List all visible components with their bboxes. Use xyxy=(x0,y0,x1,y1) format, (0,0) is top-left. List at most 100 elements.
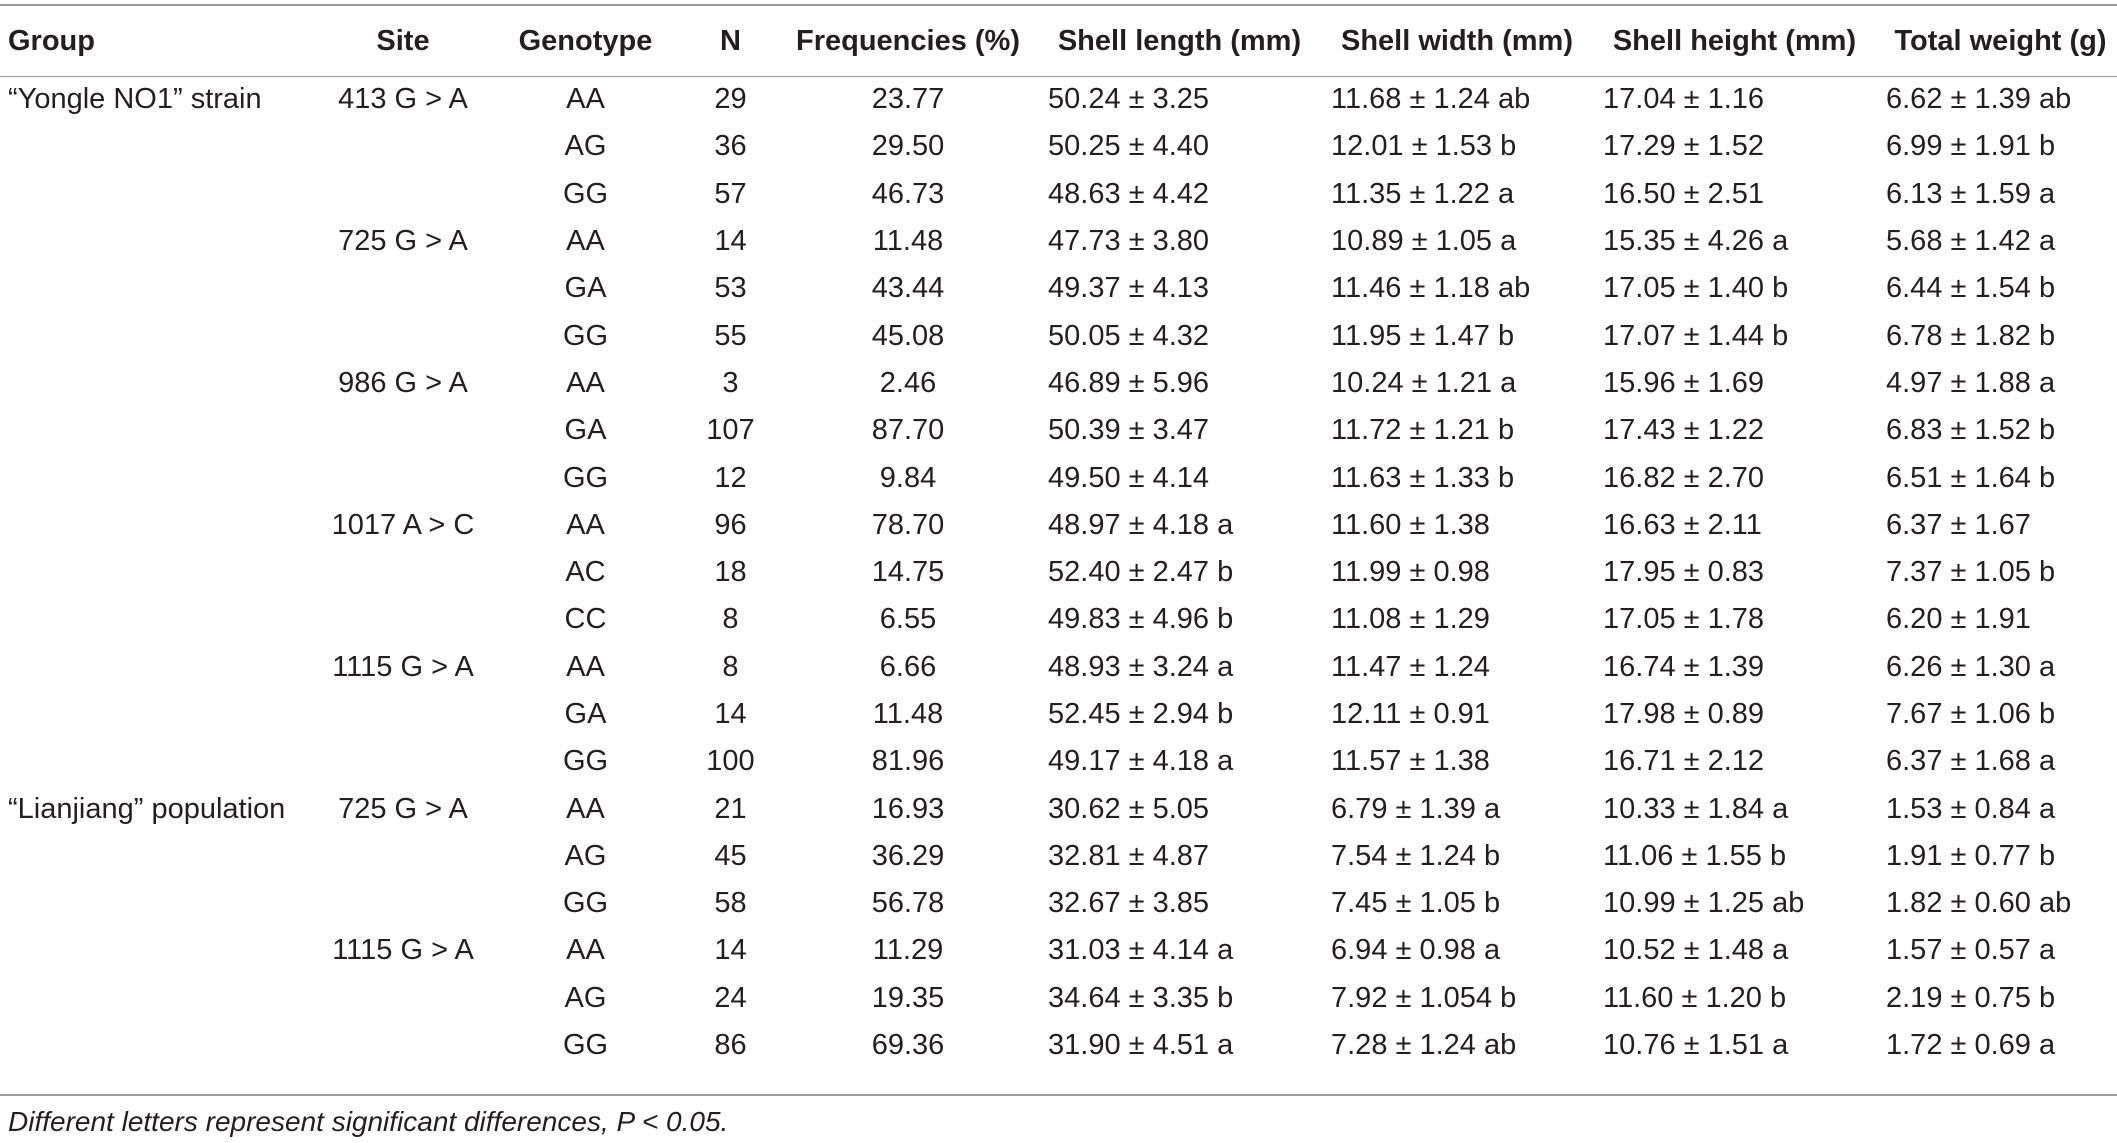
site-cell xyxy=(318,123,488,170)
n-cell: 12 xyxy=(714,461,747,494)
site-cell xyxy=(318,265,488,312)
frequency-cell: 9.84 xyxy=(879,461,937,494)
shell-height-cell: 16.74 ± 1.39 xyxy=(1603,650,1765,683)
n-cell: 24 xyxy=(714,981,747,1014)
table-row: CC 8 6.55 49.83 ± 4.96 b 11.08 ± 1.29 17.05 ±… xyxy=(0,596,2117,643)
group-cell xyxy=(0,454,318,501)
n-cell: 57 xyxy=(714,177,747,210)
table-row: GG 100 81.96 49.17 ± 4.18 a 11.57 ± 1.38 16.7… xyxy=(0,738,2117,785)
genotype-cell: GG xyxy=(562,319,609,352)
shell-width-cell: 10.24 ± 1.21 a xyxy=(1331,366,1517,399)
site-cell xyxy=(318,454,488,501)
site-cell xyxy=(318,738,488,785)
group-cell xyxy=(0,265,318,312)
n-cell: 55 xyxy=(714,319,747,352)
site-cell: 1115 G > A xyxy=(332,934,474,967)
table-row: GG 57 46.73 48.63 ± 4.42 11.35 ± 1.22 a 16.50… xyxy=(0,171,2117,218)
shell-height-cell: 16.71 ± 2.12 xyxy=(1603,745,1765,778)
shell-length-cell: 31.03 ± 4.14 a xyxy=(1048,934,1234,967)
genotype-cell: CC xyxy=(564,603,607,636)
shell-height-cell: 10.99 ± 1.25 ab xyxy=(1603,887,1805,920)
shell-height-cell: 16.63 ± 2.11 xyxy=(1603,508,1762,541)
genotype-cell: AA xyxy=(566,650,605,683)
shell-length-cell: 31.90 ± 4.51 a xyxy=(1048,1029,1234,1062)
table-top-rule xyxy=(0,4,2117,6)
table-row: GG 58 56.78 32.67 ± 3.85 7.45 ± 1.05 b 10.99 … xyxy=(0,880,2117,927)
total-weight-cell: 6.51 ± 1.64 b xyxy=(1886,461,2056,494)
shell-length-cell: 32.81 ± 4.87 xyxy=(1048,839,1210,872)
genotype-cell: AG xyxy=(564,130,607,163)
frequency-cell: 87.70 xyxy=(871,414,945,447)
n-cell: 53 xyxy=(714,272,747,305)
table-row: 986 G > A AA 3 2.46 46.89 ± 5.96 10.24 ± 1.21… xyxy=(0,360,2117,407)
n-cell: 45 xyxy=(714,839,747,872)
shell-width-cell: 11.08 ± 1.29 xyxy=(1331,603,1490,636)
table-bottom-rule xyxy=(0,1094,2117,1096)
group-cell xyxy=(0,1022,318,1069)
frequency-cell: 46.73 xyxy=(871,177,945,210)
table-row: GA 14 11.48 52.45 ± 2.94 b 12.11 ± 0.91 17.98… xyxy=(0,691,2117,738)
genotype-cell: GG xyxy=(562,745,609,778)
genotype-cell: AC xyxy=(565,556,606,589)
total-weight-cell: 6.99 ± 1.91 b xyxy=(1886,130,2056,163)
site-cell xyxy=(318,171,488,218)
shell-length-cell: 49.50 ± 4.14 xyxy=(1048,461,1210,494)
shell-length-cell: 46.89 ± 5.96 xyxy=(1048,366,1210,399)
total-weight-cell: 1.82 ± 0.60 ab xyxy=(1886,887,2072,920)
n-cell: 29 xyxy=(714,83,747,116)
shell-length-cell: 50.05 ± 4.32 xyxy=(1048,319,1210,352)
shell-height-cell: 17.29 ± 1.52 xyxy=(1603,130,1765,163)
frequency-cell: 2.46 xyxy=(879,366,937,399)
table-row: GG 86 69.36 31.90 ± 4.51 a 7.28 ± 1.24 ab 10.… xyxy=(0,1022,2117,1069)
shell-height-cell: 10.33 ± 1.84 a xyxy=(1603,792,1789,825)
n-cell: 14 xyxy=(714,698,747,730)
shell-width-cell: 11.46 ± 1.18 ab xyxy=(1331,272,1531,305)
shell-height-cell: 17.05 ± 1.40 b xyxy=(1603,272,1789,305)
site-cell: 1017 A > C xyxy=(331,508,475,541)
column-header-total-weight: Total weight (g) xyxy=(1894,24,2107,57)
shell-width-cell: 6.94 ± 0.98 a xyxy=(1331,934,1501,967)
n-cell: 58 xyxy=(714,887,747,920)
shell-width-cell: 11.68 ± 1.24 ab xyxy=(1331,83,1531,116)
table-row: AG 36 29.50 50.25 ± 4.40 12.01 ± 1.53 b 17.29… xyxy=(0,123,2117,170)
frequency-cell: 23.77 xyxy=(871,83,945,116)
frequency-cell: 81.96 xyxy=(871,745,945,778)
column-header-frequencies: Frequencies (%) xyxy=(796,24,1020,57)
total-weight-cell: 6.37 ± 1.68 a xyxy=(1886,745,2056,778)
shell-width-cell: 7.28 ± 1.24 ab xyxy=(1331,1029,1517,1062)
frequency-cell: 45.08 xyxy=(871,319,945,352)
table-row: 1115 G > A AA 14 11.29 31.03 ± 4.14 a 6.94 ± … xyxy=(0,927,2117,974)
column-header-shell-width: Shell width (mm) xyxy=(1341,24,1573,57)
group-cell xyxy=(0,691,318,738)
shell-height-cell: 17.43 ± 1.22 xyxy=(1603,414,1765,447)
shell-length-cell: 30.62 ± 5.05 xyxy=(1048,792,1210,825)
n-cell: 86 xyxy=(714,1029,747,1062)
site-cell xyxy=(318,407,488,454)
site-cell xyxy=(318,691,488,738)
table-row: 725 G > A AA 14 11.48 47.73 ± 3.80 10.89 ± 1.… xyxy=(0,218,2117,265)
shell-length-cell: 48.97 ± 4.18 a xyxy=(1048,508,1234,541)
genotype-cell: AA xyxy=(566,508,605,541)
site-cell: 986 G > A xyxy=(338,366,468,399)
group-cell xyxy=(0,502,318,549)
total-weight-cell: 5.68 ± 1.42 a xyxy=(1886,225,2056,258)
table-row: 1017 A > C AA 96 78.70 48.97 ± 4.18 a 11.60 ±… xyxy=(0,502,2117,549)
shell-width-cell: 7.92 ± 1.054 b xyxy=(1331,981,1517,1014)
genotype-cell: AA xyxy=(566,792,605,825)
n-cell: 18 xyxy=(714,556,747,589)
total-weight-cell: 1.57 ± 0.57 a xyxy=(1886,934,2056,967)
shell-length-cell: 34.64 ± 3.35 b xyxy=(1048,981,1234,1014)
genotype-cell: GG xyxy=(562,177,609,210)
genotype-cell: AA xyxy=(566,366,605,399)
shell-length-cell: 50.24 ± 3.25 xyxy=(1048,83,1210,116)
group-cell xyxy=(0,407,318,454)
total-weight-cell: 6.13 ± 1.59 a xyxy=(1886,177,2056,210)
column-header-shell-length: Shell length (mm) xyxy=(1057,24,1302,57)
frequency-cell: 11.48 xyxy=(872,225,944,258)
frequency-cell: 14.75 xyxy=(871,556,945,589)
column-header-genotype: Genotype xyxy=(518,24,653,57)
table-footnote: Different letters represent significant … xyxy=(8,1106,729,1137)
group-cell xyxy=(0,312,318,359)
genotype-cell: AA xyxy=(566,934,605,967)
group-cell xyxy=(0,644,318,691)
